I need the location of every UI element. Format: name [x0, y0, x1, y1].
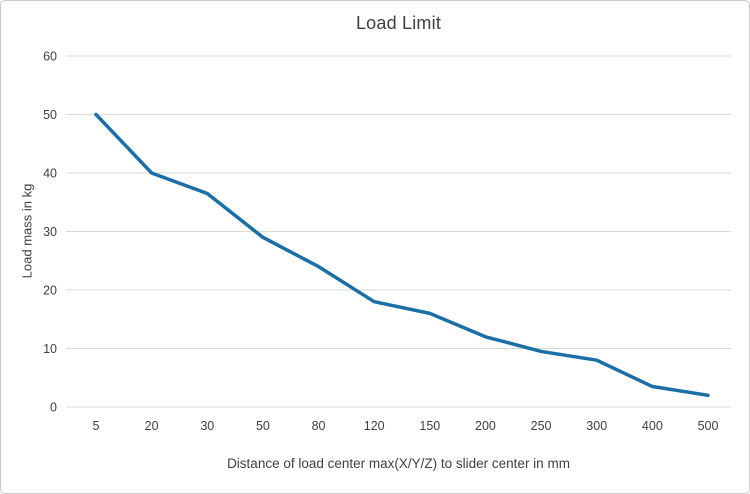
y-tick-label: 10: [43, 342, 57, 356]
x-tick-label: 150: [419, 419, 440, 433]
y-tick-label: 20: [43, 284, 57, 298]
y-tick-label: 40: [43, 167, 57, 181]
x-tick-label: 300: [586, 419, 607, 433]
series-line: [94, 112, 710, 398]
x-tick-label: 120: [364, 419, 385, 433]
x-axis-title: Distance of load center max(X/Y/Z) to sl…: [227, 456, 570, 471]
x-tick-label: 80: [312, 419, 326, 433]
x-tick-label: 500: [698, 419, 719, 433]
x-tick-label: 50: [256, 419, 270, 433]
y-tick-label: 30: [43, 225, 57, 239]
x-tick-label: 30: [200, 419, 214, 433]
x-tick-label: 250: [531, 419, 552, 433]
x-tick-label: 20: [145, 419, 159, 433]
y-tick-label: 0: [50, 401, 57, 415]
y-tick-label: 60: [43, 50, 57, 64]
y-tick-label: 50: [43, 108, 57, 122]
chart-title: Load Limit: [355, 13, 442, 33]
x-tick-label: 400: [642, 419, 663, 433]
x-tick-label: 200: [475, 419, 496, 433]
x-tick-label: 5: [93, 419, 100, 433]
